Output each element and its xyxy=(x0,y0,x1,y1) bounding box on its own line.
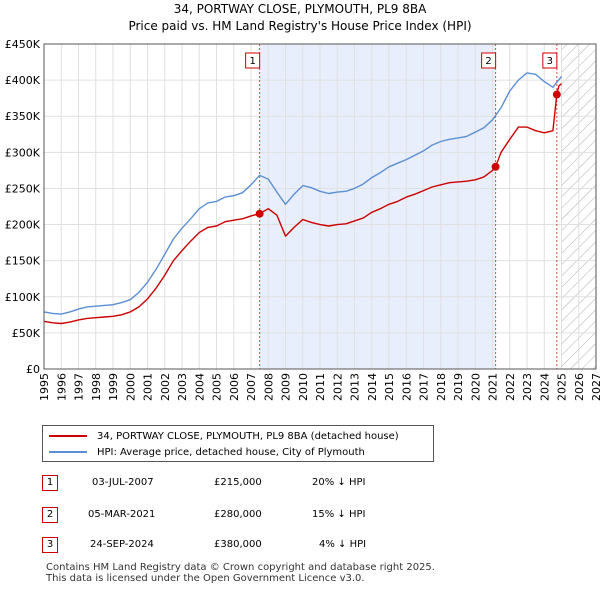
event-label-box xyxy=(542,52,558,69)
x-tick-label: 2018 xyxy=(435,373,448,401)
x-tick-label: 2015 xyxy=(383,373,396,401)
legend: 34, PORTWAY CLOSE, PLYMOUTH, PL9 8BA (de… xyxy=(42,425,434,462)
transaction-date: 05-MAR-2021 xyxy=(88,509,156,520)
footer-licence: This data is licensed under the Open Gov… xyxy=(46,573,365,584)
x-tick-label: 1998 xyxy=(90,373,103,401)
ownership-shading xyxy=(259,44,496,369)
y-tick-label: £450K xyxy=(5,38,41,51)
x-tick-label: 2019 xyxy=(452,373,465,401)
transaction-number: 1 xyxy=(42,475,58,491)
x-tick-label: 2008 xyxy=(262,373,275,401)
event-label: 3 xyxy=(547,56,553,67)
x-tick-label: 2002 xyxy=(159,373,172,401)
footer: Contains HM Land Registry data © Crown c… xyxy=(46,562,435,584)
x-tick-label: 2020 xyxy=(469,373,482,401)
y-tick-label: £400K xyxy=(5,74,41,87)
sale-marker xyxy=(552,90,561,99)
chart-title: 34, PORTWAY CLOSE, PLYMOUTH, PL9 8BA xyxy=(173,2,427,16)
y-tick-label: £50K xyxy=(12,327,41,340)
sale-marker xyxy=(255,209,264,218)
transaction-price: £280,000 xyxy=(214,509,262,520)
x-tick-label: 2007 xyxy=(245,373,258,401)
hpi-line xyxy=(43,72,563,315)
x-tick-label: 2027 xyxy=(590,373,600,401)
transaction-hpi: 20% ↓ HPI xyxy=(312,477,366,488)
legend-item-hpi: HPI: Average price, detached house, City… xyxy=(49,445,365,459)
event-label-box xyxy=(245,52,261,69)
y-tick-label: £150K xyxy=(5,255,41,268)
x-tick-label: 1997 xyxy=(73,373,86,401)
footer-copyright: Contains HM Land Registry data © Crown c… xyxy=(46,562,435,573)
x-tick-label: 1995 xyxy=(38,373,51,401)
transaction-date: 03-JUL-2007 xyxy=(92,477,154,488)
event-label: 1 xyxy=(249,56,255,67)
legend-item-property: 34, PORTWAY CLOSE, PLYMOUTH, PL9 8BA (de… xyxy=(49,429,399,443)
transaction-price: £380,000 xyxy=(214,539,262,550)
x-tick-label: 2003 xyxy=(176,373,189,401)
x-tick-label: 2010 xyxy=(297,373,310,401)
transaction-date: 24-SEP-2024 xyxy=(90,539,154,550)
x-tick-label: 2026 xyxy=(573,373,586,401)
price-chart: 1 2 3 £0 £50K £100K £150K £200K £250K £300K £350K… xyxy=(5,38,600,401)
plot-frame xyxy=(43,43,597,370)
x-tick-label: 2024 xyxy=(538,373,551,401)
x-tick-label: 2001 xyxy=(142,373,155,401)
x-tick-label: 1999 xyxy=(107,373,120,401)
x-tick-label: 2011 xyxy=(314,373,327,401)
x-tick-label: 2006 xyxy=(228,373,241,401)
y-tick-label: £200K xyxy=(5,219,41,232)
x-tick-label: 2016 xyxy=(400,373,413,401)
legend-label-property: 34, PORTWAY CLOSE, PLYMOUTH, PL9 8BA (de… xyxy=(97,430,399,442)
x-tick-label: 2022 xyxy=(504,373,517,401)
transaction-number: 3 xyxy=(42,537,58,553)
transaction-hpi: 4% ↓ HPI xyxy=(319,539,367,550)
x-tick-label: 1996 xyxy=(55,373,68,401)
x-tick-label: 2017 xyxy=(418,373,431,401)
x-tick-label: 2000 xyxy=(124,373,137,401)
x-tick-label: 2013 xyxy=(349,373,362,401)
transaction-number: 2 xyxy=(42,507,58,523)
x-tick-label: 2004 xyxy=(193,373,206,401)
legend-swatch-hpi xyxy=(49,451,87,453)
legend-label-hpi: HPI: Average price, detached house, City… xyxy=(97,446,365,458)
y-tick-label: £100K xyxy=(5,291,41,304)
event-label: 2 xyxy=(485,56,491,67)
x-tick-label: 2021 xyxy=(487,373,500,401)
x-tick-label: 2005 xyxy=(211,373,224,401)
x-tick-label: 2025 xyxy=(556,373,569,401)
x-tick-label: 2023 xyxy=(521,373,534,401)
y-tick-label: £350K xyxy=(5,110,41,123)
transaction-price: £215,000 xyxy=(214,477,262,488)
x-tick-label: 2009 xyxy=(280,373,293,401)
transaction-hpi: 15% ↓ HPI xyxy=(312,509,366,520)
y-tick-label: £0 xyxy=(26,363,40,376)
legend-swatch-property xyxy=(49,435,87,437)
y-tick-label: £300K xyxy=(5,146,41,159)
x-tick-label: 2012 xyxy=(331,373,344,401)
sale-marker xyxy=(491,162,500,171)
event-label-box xyxy=(481,52,497,69)
x-tick-label: 2014 xyxy=(366,373,379,401)
y-tick-label: £250K xyxy=(5,182,41,195)
chart-subtitle: Price paid vs. HM Land Registry's House … xyxy=(128,19,472,33)
